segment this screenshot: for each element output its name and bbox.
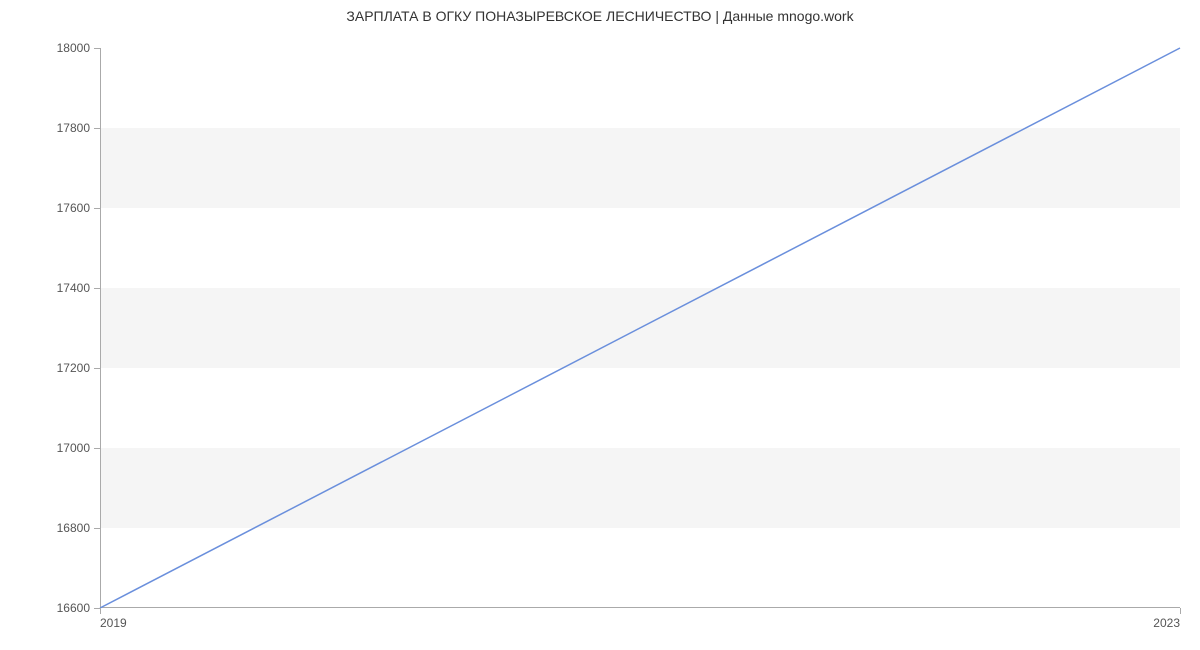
y-tick-label: 17400 [57, 281, 90, 295]
y-tick-label: 17000 [57, 441, 90, 455]
x-tick-label: 2023 [1153, 616, 1180, 630]
y-tick [94, 528, 100, 529]
line-layer [100, 48, 1180, 608]
x-tick [100, 608, 101, 614]
y-tick [94, 368, 100, 369]
y-tick-label: 17200 [57, 361, 90, 375]
series-line [100, 48, 1180, 608]
y-tick [94, 448, 100, 449]
y-tick [94, 288, 100, 289]
x-tick [1180, 608, 1181, 614]
x-tick-label: 2019 [100, 616, 127, 630]
y-tick-label: 16800 [57, 521, 90, 535]
salary-line-chart: ЗАРПЛАТА В ОГКУ ПОНАЗЫРЕВСКОЕ ЛЕСНИЧЕСТВ… [0, 0, 1200, 650]
chart-title: ЗАРПЛАТА В ОГКУ ПОНАЗЫРЕВСКОЕ ЛЕСНИЧЕСТВ… [0, 8, 1200, 24]
y-tick [94, 128, 100, 129]
y-tick-label: 16600 [57, 601, 90, 615]
y-tick-label: 17800 [57, 121, 90, 135]
y-tick-label: 17600 [57, 201, 90, 215]
y-tick-label: 18000 [57, 41, 90, 55]
plot-area [100, 48, 1180, 608]
y-tick [94, 48, 100, 49]
y-tick [94, 208, 100, 209]
